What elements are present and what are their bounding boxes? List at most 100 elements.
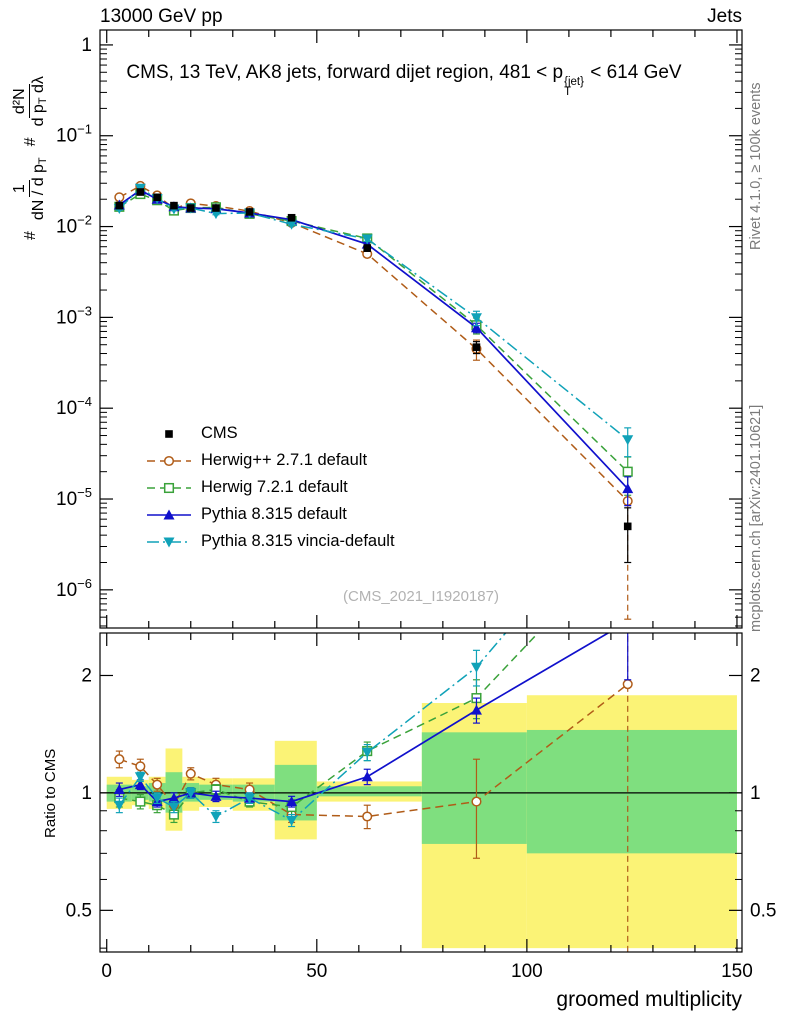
ratio-pythia-marker: [286, 796, 298, 807]
ratio-y-tick-label-left: 0.5: [66, 900, 92, 921]
legend-item-vincia: Pythia 8.315 vincia-default: [146, 528, 395, 555]
series-cms-marker: [170, 201, 178, 210]
plot-title-prefix: CMS, 13 TeV, AK8 jets, forward dijet reg…: [126, 62, 564, 83]
series-cms-marker: [186, 204, 195, 212]
ylabel-frac2-den-text2: dλ: [29, 76, 47, 98]
ratio-pythia-marker: [470, 704, 482, 715]
y-tick-label: 1: [81, 35, 92, 56]
ratio-vincia-marker: [286, 815, 298, 826]
legend-marker-vincia: [147, 537, 191, 547]
series-cms-marker: [363, 244, 372, 252]
pt-jet-superscript: {jet}: [564, 76, 584, 88]
ratio-vincia-marker: [113, 800, 125, 811]
ratio-vincia-marker: [361, 747, 373, 758]
legend-symbol-herwigpp: [163, 455, 175, 466]
legend-label-cms: CMS: [201, 424, 238, 442]
legend-item-cms: CMS: [146, 420, 395, 447]
pt-jet-supsub: {jet} T: [564, 76, 584, 98]
ratio-vincia-marker: [210, 812, 222, 823]
ylabel-frac1-denominator: dN / d pT: [30, 153, 50, 224]
ratio-vincia-marker: [151, 793, 163, 804]
ylabel-frac1-numerator: 1: [11, 180, 30, 198]
y-tick-label: 10−2: [56, 213, 92, 238]
ratio-herwigpp-marker: [471, 796, 482, 807]
ylabel-frac1-den-text: dN / d p: [29, 164, 47, 221]
plot-title: CMS, 13 TeV, AK8 jets, forward dijet reg…: [62, 62, 746, 98]
x-tick-label: 0: [101, 961, 112, 982]
ratio-pythia-marker: [168, 792, 180, 803]
series-pythia-marker: [622, 483, 634, 494]
x-tick-label: 100: [511, 961, 543, 982]
plot-title-suffix: < 614 GeV: [584, 62, 682, 83]
series-cms-marker: [287, 213, 296, 222]
legend-marker-cms: [165, 429, 173, 438]
x-axis-label: groomed multiplicity: [556, 988, 742, 1011]
series-cms-marker: [212, 204, 220, 212]
x-tick-label: 50: [306, 961, 327, 982]
legend-marker-pythia: [147, 509, 191, 519]
rivet-version-label: Rivet 4.1.0, ≥ 100k events: [748, 82, 764, 250]
ratio-vincia-marker: [168, 802, 180, 813]
ylabel-fraction-1: 1 dN / d pT: [11, 153, 50, 224]
series-vincia-marker: [470, 313, 482, 324]
ratio-y-tick-label-right: 2: [750, 665, 761, 686]
ratio-pythia-marker: [210, 790, 222, 801]
legend-marker-herwigpp: [147, 455, 191, 466]
band-green: [421, 732, 527, 844]
y-tick-label: 10−1: [56, 122, 92, 147]
analysis-id-watermark: (CMS_2021_I1920187): [343, 588, 499, 605]
beam-energy-label: 13000 GeV pp: [100, 6, 223, 27]
ratio-herwigpp-marker: [622, 679, 633, 690]
y-tick-label: 10−4: [56, 394, 92, 419]
series-herwig7-marker: [622, 466, 633, 477]
legend-label-pythia: Pythia 8.315 default: [201, 505, 347, 523]
series-vincia-marker: [622, 435, 634, 446]
series-vincia-marker: [361, 234, 373, 245]
ratio-y-tick-label-left: 1: [81, 783, 92, 804]
ylabel-frac2-numerator: d²N: [11, 84, 30, 119]
ylabel-frac2-denominator: d pT dλ: [30, 72, 50, 130]
ylabel-frac2-den-sub: T: [36, 97, 49, 105]
ratio-herwigpp-marker: [362, 811, 373, 822]
main-y-axis-label: # 1 dN / d pT # d²N d pT dλ: [11, 72, 50, 240]
legend-symbol-pythia: [163, 509, 175, 519]
ratio-vincia-marker: [244, 793, 256, 804]
band-green: [526, 729, 737, 854]
series-cms-marker: [623, 522, 632, 531]
main-panel-frame: [99, 29, 743, 629]
legend: CMS Herwig++ 2.7.1 default Herwig 7.2.1 de…: [146, 420, 395, 555]
ylabel-frac2-den-text: d p: [29, 104, 47, 127]
legend-label-herwig7: Herwig 7.2.1 default: [201, 478, 348, 496]
ratio-pythia-marker: [134, 779, 146, 790]
uncertainty-bands: [106, 695, 737, 949]
ylabel-hash-2: #: [21, 137, 39, 147]
series-vincia-line: [118, 187, 629, 441]
ratio-y-tick-label-left: 2: [81, 665, 92, 686]
ratio-series: [113, 633, 633, 952]
analysis-group-label: Jets: [707, 6, 742, 27]
ratio-y-axis-label: Ratio to CMS: [42, 748, 59, 838]
ylabel-hash-1: #: [21, 231, 39, 240]
mcplots-attribution-label: mcplots.cern.ch [arXiv:2401.10621]: [748, 404, 764, 632]
legend-label-vincia: Pythia 8.315 vincia-default: [201, 532, 395, 550]
ratio-herwigpp-marker: [114, 754, 125, 765]
band-green: [316, 786, 422, 797]
legend-marker-herwig7: [147, 482, 191, 493]
pt-jet-subscript: T: [564, 86, 572, 98]
ratio-vincia-marker: [185, 788, 197, 799]
ratio-pythia-marker: [113, 784, 125, 795]
legend-symbol-cms: [165, 429, 173, 438]
series-cms-marker: [472, 343, 481, 351]
series-cms-marker: [115, 201, 124, 210]
legend-label-herwigpp: Herwig++ 2.7.1 default: [201, 451, 368, 469]
y-tick-label: 10−5: [56, 485, 92, 510]
series-vincia-marker: [286, 219, 298, 230]
series-cms-marker: [136, 188, 145, 196]
ratio-herwigpp-marker: [152, 779, 163, 790]
legend-symbol-herwig7: [163, 482, 175, 493]
x-tick-label: 150: [721, 961, 753, 982]
legend-item-herwig7: Herwig 7.2.1 default: [146, 474, 395, 501]
ylabel-fraction-2: d²N d pT dλ: [11, 72, 50, 130]
